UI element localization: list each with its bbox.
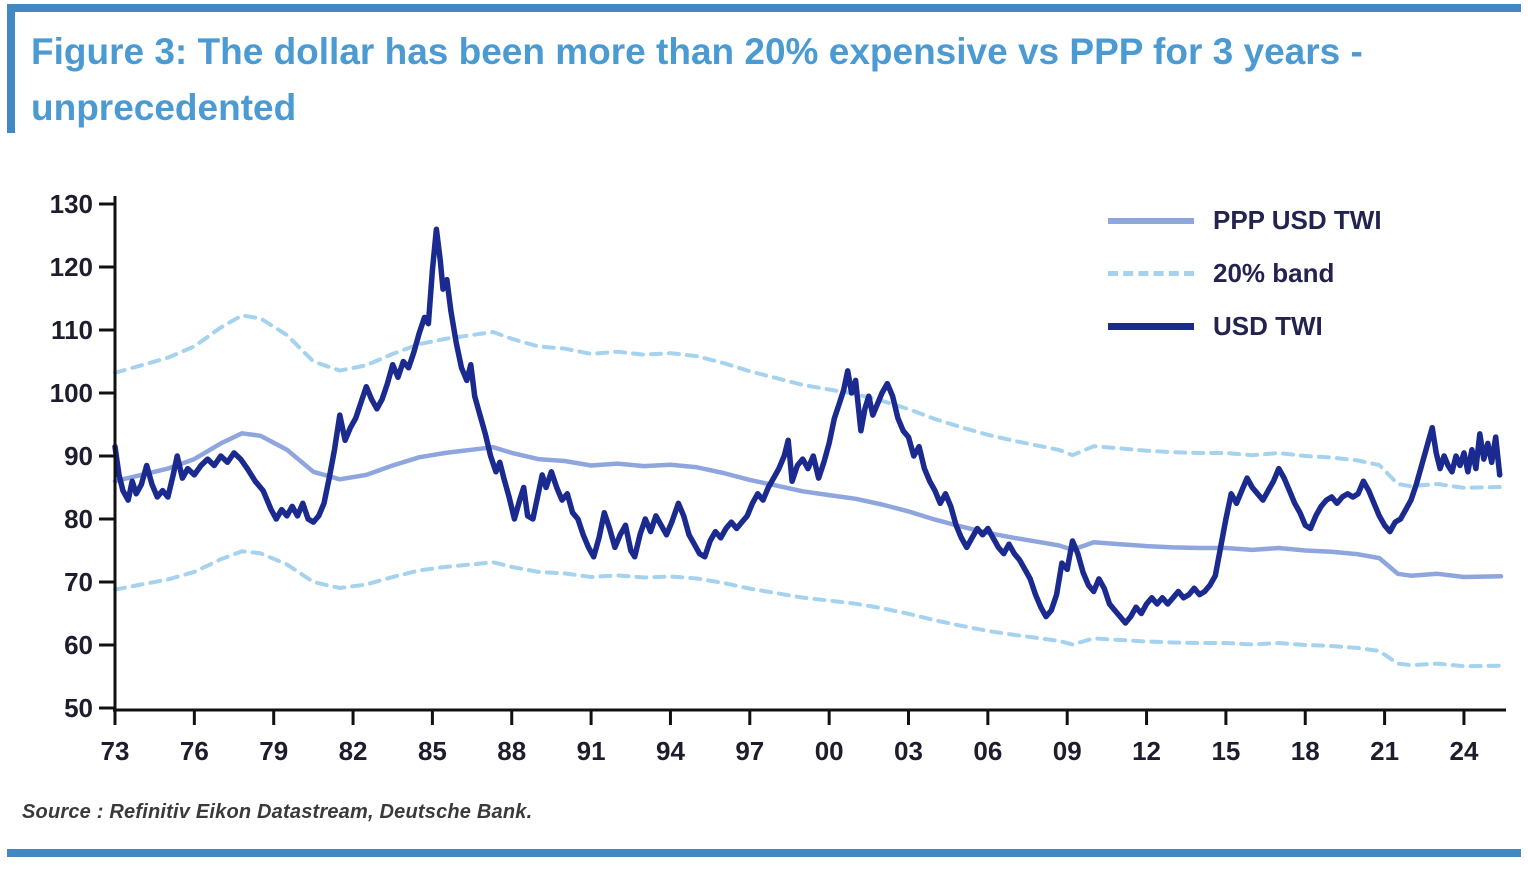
y-axis-tick-label: 120 xyxy=(50,252,93,282)
x-axis-tick-label: 85 xyxy=(418,736,447,766)
y-axis-tick-label: 60 xyxy=(64,630,93,660)
x-axis-tick-label: 03 xyxy=(894,736,923,766)
x-axis-tick-label: 88 xyxy=(497,736,526,766)
legend-item-usd-twi: USD TWI xyxy=(1108,300,1382,353)
ppp-line-swatch xyxy=(1108,217,1194,224)
x-axis-tick-label: 06 xyxy=(973,736,1002,766)
x-axis-tick-label: 94 xyxy=(656,736,685,766)
x-axis-tick-label: 00 xyxy=(815,736,844,766)
x-axis-tick-label: 09 xyxy=(1053,736,1082,766)
x-axis-tick-label: 91 xyxy=(577,736,606,766)
top-divider-rule xyxy=(7,4,1521,12)
x-axis-tick-label: 18 xyxy=(1291,736,1320,766)
x-axis-tick-label: 79 xyxy=(259,736,288,766)
legend-label: PPP USD TWI xyxy=(1213,205,1382,235)
x-axis-tick-label: 15 xyxy=(1211,736,1240,766)
y-axis-tick-label: 130 xyxy=(50,189,93,219)
y-axis-tick-label: 80 xyxy=(64,504,93,534)
x-axis-tick-label: 76 xyxy=(180,736,209,766)
usd-line-swatch xyxy=(1108,323,1194,330)
x-axis-tick-label: 97 xyxy=(735,736,764,766)
legend-item-ppp-usd-twi: PPP USD TWI xyxy=(1108,194,1382,247)
chart-legend: PPP USD TWI 20% band USD TWI xyxy=(1108,194,1382,353)
x-axis-tick-label: 73 xyxy=(101,736,130,766)
y-axis-tick-label: 110 xyxy=(51,315,93,345)
x-axis-tick-label: 82 xyxy=(339,736,368,766)
x-axis-tick-label: 21 xyxy=(1370,736,1399,766)
figure-title: Figure 3: The dollar has been more than … xyxy=(31,24,1491,136)
y-axis-tick-label: 50 xyxy=(64,693,93,723)
figure-title-line2: unprecedented xyxy=(31,87,297,128)
figure-title-line1: Figure 3: The dollar has been more than … xyxy=(31,31,1363,72)
band-dashed-line-swatch xyxy=(1108,271,1194,276)
title-accent-bar xyxy=(7,12,15,133)
y-axis-tick-label: 70 xyxy=(64,567,93,597)
legend-label: 20% band xyxy=(1213,258,1335,288)
x-axis-tick-label: 24 xyxy=(1449,736,1478,766)
bottom-divider-rule xyxy=(7,849,1521,857)
y-axis-tick-label: 100 xyxy=(50,378,93,408)
y-axis-tick-label: 90 xyxy=(64,441,93,471)
legend-item-20pct-band: 20% band xyxy=(1108,247,1382,300)
source-note: Source : Refinitiv Eikon Datastream, Deu… xyxy=(22,801,533,823)
x-axis-tick-label: 12 xyxy=(1132,736,1161,766)
legend-label: USD TWI xyxy=(1213,311,1323,341)
